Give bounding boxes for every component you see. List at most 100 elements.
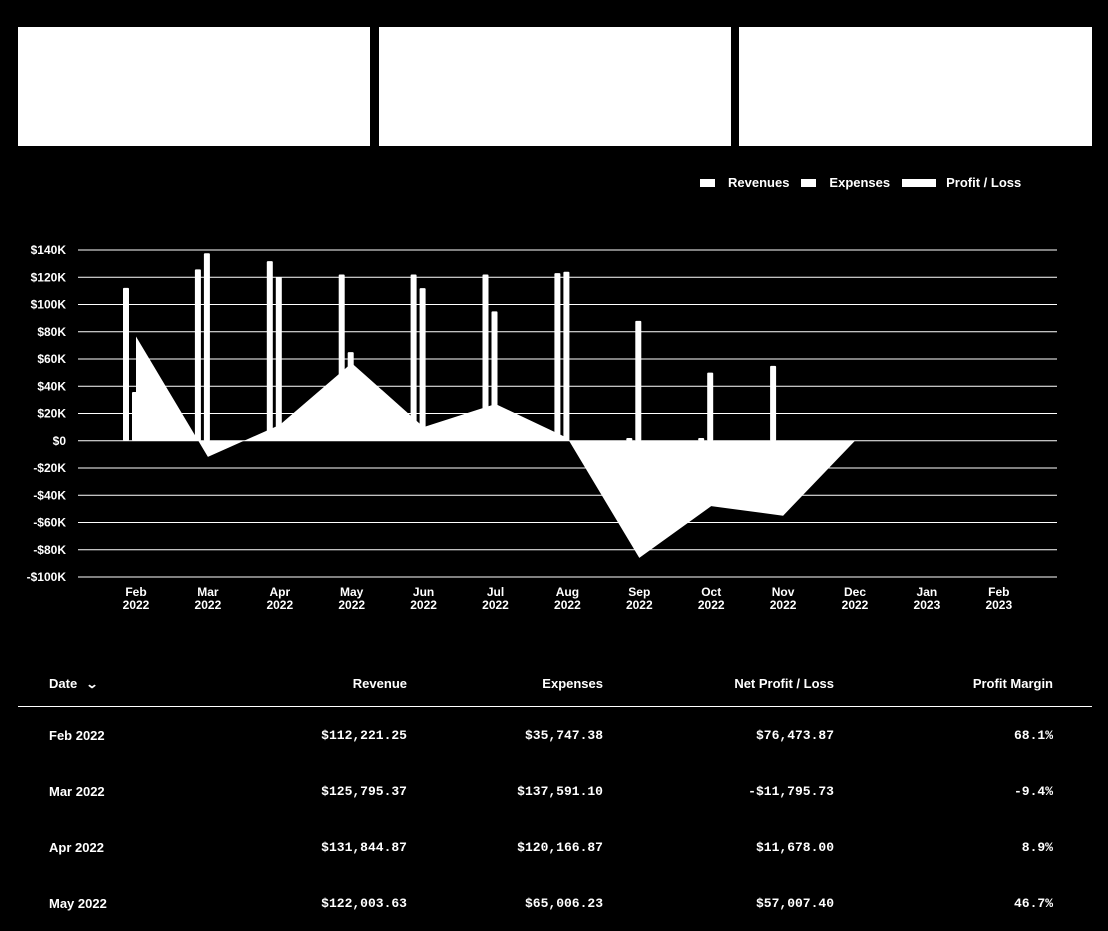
x-tick-label-month: Feb <box>988 585 1009 599</box>
legend-swatch-expenses <box>801 178 817 187</box>
cell-date: Feb 2022 <box>49 727 105 743</box>
x-tick-label-year: 2022 <box>123 598 150 612</box>
cell-margin: 8.9% <box>1021 839 1053 855</box>
bar-expense <box>275 277 282 441</box>
x-tick-label-year: 2022 <box>554 598 581 612</box>
chevron-down-icon[interactable]: ⌄ <box>85 676 99 691</box>
bar-expense <box>491 311 498 441</box>
x-tick-label-month: Jul <box>487 585 504 599</box>
cell-margin: -9.4% <box>1013 783 1053 799</box>
cell-margin: 68.1% <box>1013 727 1053 743</box>
summary-card-1 <box>18 27 370 146</box>
legend-item-revenues[interactable]: Revenues <box>700 175 789 190</box>
legend-item-expenses[interactable]: Expenses <box>801 175 890 190</box>
bar-revenue <box>410 274 417 441</box>
y-tick-label: -$60K <box>33 516 66 530</box>
bar-expense <box>707 372 714 441</box>
header-net[interactable]: Net Profit / Loss <box>734 675 834 691</box>
cell-expenses: $137,591.10 <box>517 783 603 799</box>
bar-revenue <box>554 273 561 441</box>
legend-item-profit[interactable]: Profit / Loss <box>902 175 1021 190</box>
header-date[interactable]: Date ⌄ <box>18 676 198 691</box>
bar-revenue <box>266 261 273 441</box>
y-tick-label: -$20K <box>33 461 66 475</box>
bar-expense <box>563 271 570 441</box>
bar-expense <box>419 288 426 441</box>
x-tick-label-year: 2022 <box>338 598 365 612</box>
table-row: Apr 2022 $131,844.87 $120,166.87 $11,678… <box>18 819 1092 875</box>
bar-expense <box>203 253 210 441</box>
table-header: Date ⌄ Revenue Expenses Net Profit / Loss… <box>18 660 1092 707</box>
x-tick-label-month: Dec <box>844 585 866 599</box>
y-tick-label: $20K <box>37 407 66 421</box>
y-tick-label: $120K <box>31 270 67 284</box>
legend-swatch-profit <box>902 178 937 187</box>
bar-expense <box>635 320 642 441</box>
header-date-label: Date <box>49 675 78 691</box>
x-tick-label-year: 2022 <box>842 598 869 612</box>
cell-revenue: $125,795.37 <box>321 783 407 799</box>
cell-expenses: $120,166.87 <box>517 839 603 855</box>
y-tick-label: $0 <box>53 434 67 448</box>
cell-net: $11,678.00 <box>755 839 834 855</box>
x-tick-label-month: Jun <box>413 585 434 599</box>
legend-label-expenses: Expenses <box>829 175 891 190</box>
x-tick-label-month: Oct <box>701 585 721 599</box>
table-row: Mar 2022 $125,795.37 $137,591.10 -$11,79… <box>18 763 1092 819</box>
x-tick-label-year: 2022 <box>626 598 653 612</box>
x-tick-label-month: Apr <box>269 585 290 599</box>
y-tick-label: $40K <box>37 379 66 393</box>
bar-revenue <box>123 287 129 441</box>
y-tick-label: $80K <box>37 325 66 339</box>
y-tick-label: $100K <box>31 298 67 312</box>
x-tick-label-month: Mar <box>197 585 219 599</box>
x-tick-label-year: 2022 <box>266 598 293 612</box>
y-tick-label: -$100K <box>27 570 67 584</box>
x-tick-label-month: Aug <box>556 585 579 599</box>
cell-net: $57,007.40 <box>755 895 834 911</box>
chart-legend: Revenues Expenses Profit / Loss <box>700 175 1033 190</box>
x-tick-label-month: Jan <box>917 585 938 599</box>
y-tick-label: -$80K <box>33 543 66 557</box>
x-tick-label-month: Sep <box>628 585 650 599</box>
x-tick-label-month: May <box>340 585 364 599</box>
header-revenue[interactable]: Revenue <box>352 675 407 691</box>
legend-label-revenues: Revenues <box>728 175 790 190</box>
bar-revenue <box>770 365 777 441</box>
cell-revenue: $122,003.63 <box>321 895 407 911</box>
summary-card-2 <box>379 27 731 146</box>
x-tick-label-year: 2022 <box>195 598 222 612</box>
bar-revenue <box>338 274 345 441</box>
monthly-table: Date ⌄ Revenue Expenses Net Profit / Loss… <box>18 660 1092 931</box>
profit-loss-area <box>136 336 855 558</box>
cell-net: -$11,795.73 <box>748 783 834 799</box>
cell-expenses: $65,006.23 <box>524 895 603 911</box>
cell-revenue: $131,844.87 <box>321 839 407 855</box>
x-tick-label-year: 2023 <box>914 598 941 612</box>
cell-net: $76,473.87 <box>755 727 834 743</box>
summary-card-3 <box>739 27 1092 146</box>
y-tick-label: $140K <box>31 243 67 257</box>
x-tick-label-year: 2022 <box>410 598 437 612</box>
bar-revenue <box>194 269 201 441</box>
bar-revenue <box>698 438 705 441</box>
revenue-expense-chart: $140K $120K $100K $80K $60K $40K $20K $0 -$20K -$… <box>27 243 1057 612</box>
cell-margin: 46.7% <box>1013 895 1053 911</box>
cell-date: May 2022 <box>49 895 107 911</box>
table-row: May 2022 $122,003.63 $65,006.23 $57,007.… <box>18 875 1092 931</box>
cell-expenses: $35,747.38 <box>524 727 603 743</box>
x-tick-label-year: 2022 <box>770 598 797 612</box>
legend-label-profit: Profit / Loss <box>946 175 1022 190</box>
y-tick-label: $60K <box>37 352 66 366</box>
header-margin[interactable]: Profit Margin <box>972 675 1053 691</box>
cell-date: Mar 2022 <box>49 783 105 799</box>
header-expenses[interactable]: Expenses <box>542 675 603 691</box>
bar-revenue <box>482 274 489 441</box>
legend-swatch-revenues <box>700 178 715 187</box>
cell-date: Apr 2022 <box>49 839 104 855</box>
table-row: Feb 2022 $112,221.25 $35,747.38 $76,473.… <box>18 707 1092 763</box>
x-tick-label-month: Nov <box>772 585 795 599</box>
bar-expense <box>132 392 138 441</box>
x-tick-label-year: 2022 <box>698 598 725 612</box>
x-tick-label-year: 2022 <box>482 598 509 612</box>
